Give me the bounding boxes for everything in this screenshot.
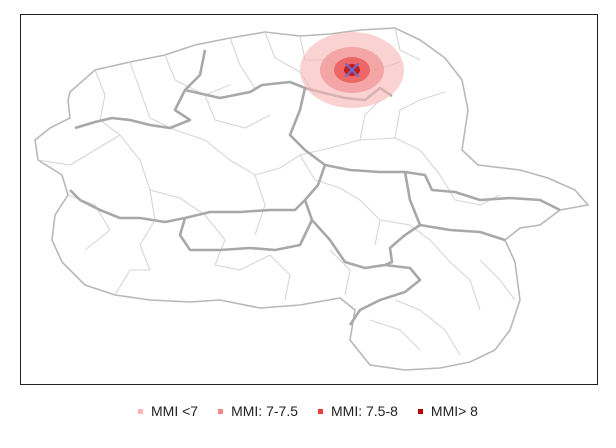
legend-label: MMI: 7.5-8 xyxy=(331,403,398,419)
legend-item-mmi-7-7-5: MMI: 7-7.5 xyxy=(218,403,298,419)
legend-label: MMI> 8 xyxy=(430,403,478,419)
legend-swatch xyxy=(417,408,423,414)
outer-boundary xyxy=(34,27,590,371)
legend-label: MMI: 7-7.5 xyxy=(231,403,298,419)
legend-swatch xyxy=(138,408,144,414)
legend-swatch xyxy=(318,408,323,414)
legend-item-mmi-7-5-8: MMI: 7.5-8 xyxy=(318,403,398,419)
legend-label: MMI <7 xyxy=(151,403,199,419)
legend-swatch xyxy=(218,408,224,414)
legend-item-mmi-lt7: MMI <7 xyxy=(138,403,198,419)
region-boundaries xyxy=(69,49,561,326)
legend-item-mmi-gt8: MMI> 8 xyxy=(417,403,478,419)
legend: MMI <7 MMI: 7-7.5 MMI: 7.5-8 MMI> 8 xyxy=(0,400,616,422)
x-icon[interactable] xyxy=(345,63,359,77)
